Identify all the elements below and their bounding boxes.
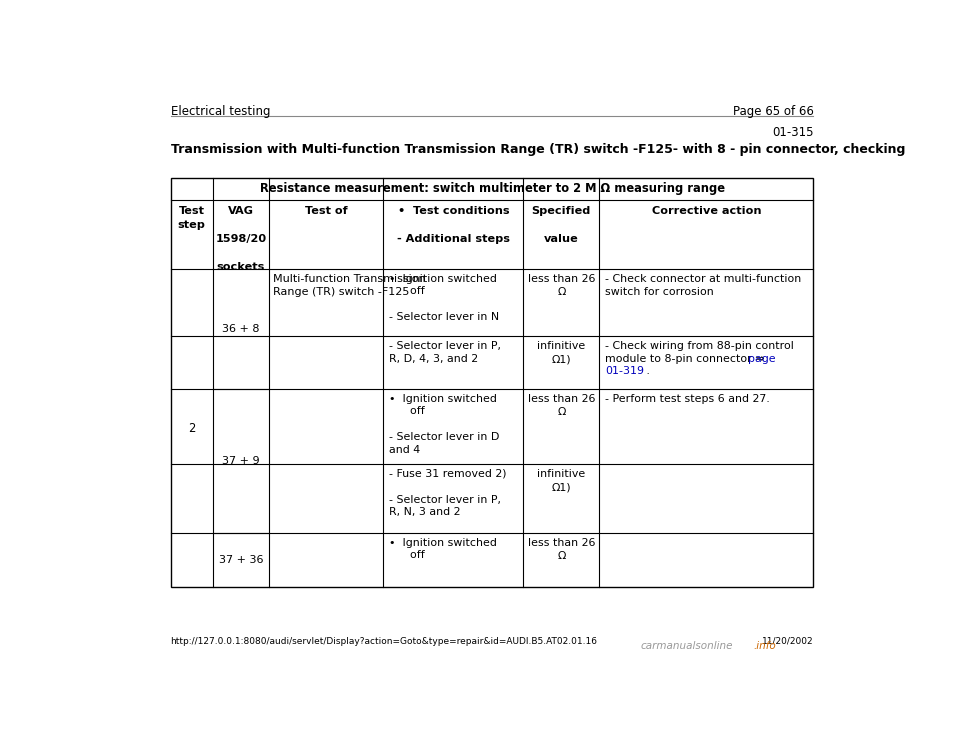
Text: Multi-function Transmission
Range (TR) switch -F125: Multi-function Transmission Range (TR) s… [274, 274, 426, 298]
Text: 37 + 9: 37 + 9 [222, 456, 260, 466]
Text: •  Ignition switched
      off

- Selector lever in N: • Ignition switched off - Selector lever… [390, 274, 499, 322]
Text: less than 26
Ω: less than 26 Ω [528, 274, 595, 297]
Text: http://127.0.0.1:8080/audi/servlet/Display?action=Goto&type=repair&id=AUDI.B5.AT: http://127.0.0.1:8080/audi/servlet/Displ… [171, 637, 597, 646]
Text: 36 + 8: 36 + 8 [222, 324, 260, 334]
Text: less than 26
Ω: less than 26 Ω [528, 393, 595, 417]
Text: •  Test conditions

- Additional steps: • Test conditions - Additional steps [396, 206, 510, 244]
Text: Resistance measurement: switch multimeter to 2 M Ω measuring range: Resistance measurement: switch multimete… [259, 182, 725, 194]
Text: .: . [642, 366, 649, 376]
Text: •  Ignition switched
      off

- Selector lever in D
and 4: • Ignition switched off - Selector lever… [390, 393, 500, 455]
Text: .info: .info [754, 641, 776, 651]
Text: 01-315: 01-315 [772, 126, 813, 139]
Text: page: page [748, 354, 776, 364]
Text: infinitive
Ω1): infinitive Ω1) [538, 341, 586, 364]
Text: - Fuse 31 removed 2)

- Selector lever in P,
R, N, 3 and 2: - Fuse 31 removed 2) - Selector lever in… [390, 469, 507, 517]
Text: carmanualsonline: carmanualsonline [641, 641, 733, 651]
Text: - Check connector at multi-function
switch for corrosion: - Check connector at multi-function swit… [606, 274, 802, 297]
Text: Page 65 of 66: Page 65 of 66 [732, 105, 813, 118]
Text: •  Ignition switched
      off: • Ignition switched off [390, 537, 497, 560]
Text: Test
step: Test step [178, 206, 205, 230]
Text: - Selector lever in P,
R, D, 4, 3, and 2: - Selector lever in P, R, D, 4, 3, and 2 [390, 341, 501, 364]
Text: 11/20/2002: 11/20/2002 [762, 637, 813, 646]
Text: Electrical testing: Electrical testing [171, 105, 270, 118]
Text: 37 + 36: 37 + 36 [219, 555, 263, 565]
Text: Specified

value: Specified value [532, 206, 591, 244]
Text: VAG

1598/20

sockets: VAG 1598/20 sockets [215, 206, 267, 272]
Text: less than 26
Ω: less than 26 Ω [528, 537, 595, 561]
Text: Test of: Test of [305, 206, 348, 216]
Bar [171, 177, 813, 587]
Text: infinitive
Ω1): infinitive Ω1) [538, 469, 586, 492]
Text: - Check wiring from 88-pin control: - Check wiring from 88-pin control [606, 341, 794, 351]
Text: - Perform test steps 6 and 27.: - Perform test steps 6 and 27. [606, 393, 770, 404]
Text: 2: 2 [188, 421, 196, 435]
Text: Transmission with Multi-function Transmission Range (TR) switch -F125- with 8 - : Transmission with Multi-function Transmi… [171, 143, 905, 157]
Text: 01-319: 01-319 [606, 366, 644, 376]
Text: module to 8-pin connector ⇒: module to 8-pin connector ⇒ [606, 354, 768, 364]
Text: Corrective action: Corrective action [652, 206, 761, 216]
